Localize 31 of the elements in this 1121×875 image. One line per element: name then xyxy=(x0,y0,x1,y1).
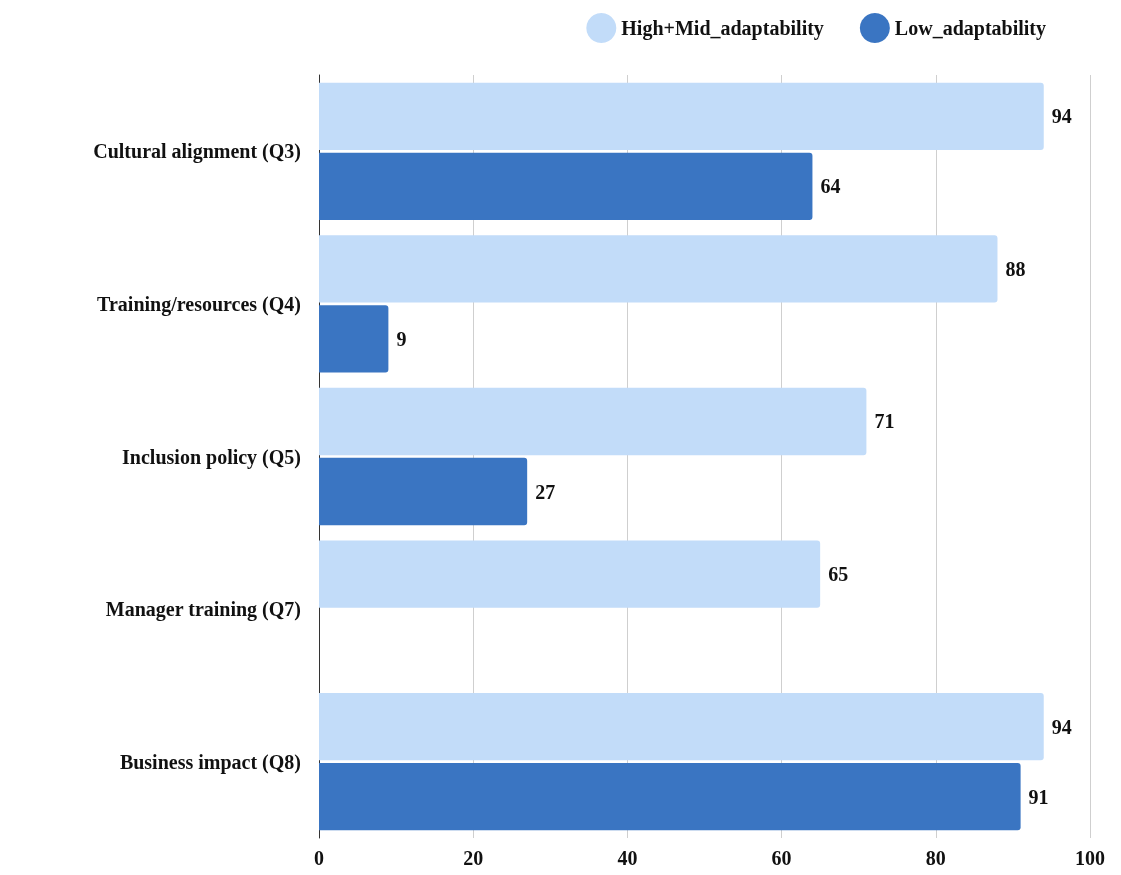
x-tick-label: 80 xyxy=(925,847,946,869)
y-tick-label: Manager training (Q7) xyxy=(105,598,301,622)
bar xyxy=(319,457,528,526)
y-tick-label: Cultural alignment (Q3) xyxy=(93,140,301,164)
data-label: 88 xyxy=(1005,257,1026,280)
data-label: 64 xyxy=(820,175,841,198)
data-label: 94 xyxy=(1051,715,1072,738)
x-tick-label: 40 xyxy=(617,847,638,869)
x-tick-label: 60 xyxy=(771,847,792,869)
y-tick-label: Business impact (Q8) xyxy=(119,750,301,774)
legend-label: Low_adaptability xyxy=(894,17,1047,40)
bar xyxy=(319,82,1044,150)
data-label: 71 xyxy=(874,410,895,433)
x-tick-label: 20 xyxy=(463,847,484,869)
legend-label: High+Mid_adaptability xyxy=(621,17,824,40)
bar xyxy=(319,693,1044,761)
bar xyxy=(319,540,821,608)
bar xyxy=(319,152,813,220)
bar xyxy=(319,235,998,303)
y-tick-label: Training/resources (Q4) xyxy=(97,292,301,316)
bar xyxy=(319,763,1021,831)
data-label: 9 xyxy=(396,327,407,350)
bar xyxy=(319,387,867,456)
x-tick-label: 0 xyxy=(314,847,324,869)
data-label: 91 xyxy=(1028,785,1049,808)
x-tick-label: 100 xyxy=(1075,847,1105,869)
data-label: 94 xyxy=(1051,105,1072,128)
data-label: 27 xyxy=(535,480,556,503)
bar xyxy=(319,305,389,373)
y-tick-label: Inclusion policy (Q5) xyxy=(122,445,301,469)
data-label: 65 xyxy=(828,563,849,586)
